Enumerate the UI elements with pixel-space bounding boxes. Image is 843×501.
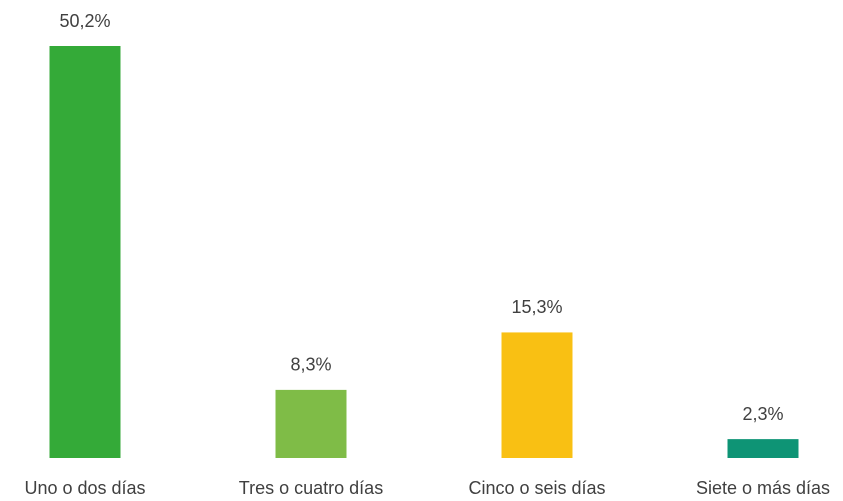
bar: [501, 332, 573, 458]
bar: [49, 46, 121, 458]
x-tick-label: Cinco o seis días: [468, 478, 605, 498]
value-label: 8,3%: [290, 355, 331, 375]
bar: [727, 439, 799, 458]
bar: [275, 389, 347, 458]
value-label: 2,3%: [742, 404, 783, 424]
x-tick-label: Tres o cuatro días: [239, 478, 383, 498]
x-tick-label: Siete o más días: [696, 478, 830, 498]
x-tick-label: Uno o dos días: [24, 478, 145, 498]
value-label: 50,2%: [59, 11, 110, 31]
value-label: 15,3%: [511, 297, 562, 317]
